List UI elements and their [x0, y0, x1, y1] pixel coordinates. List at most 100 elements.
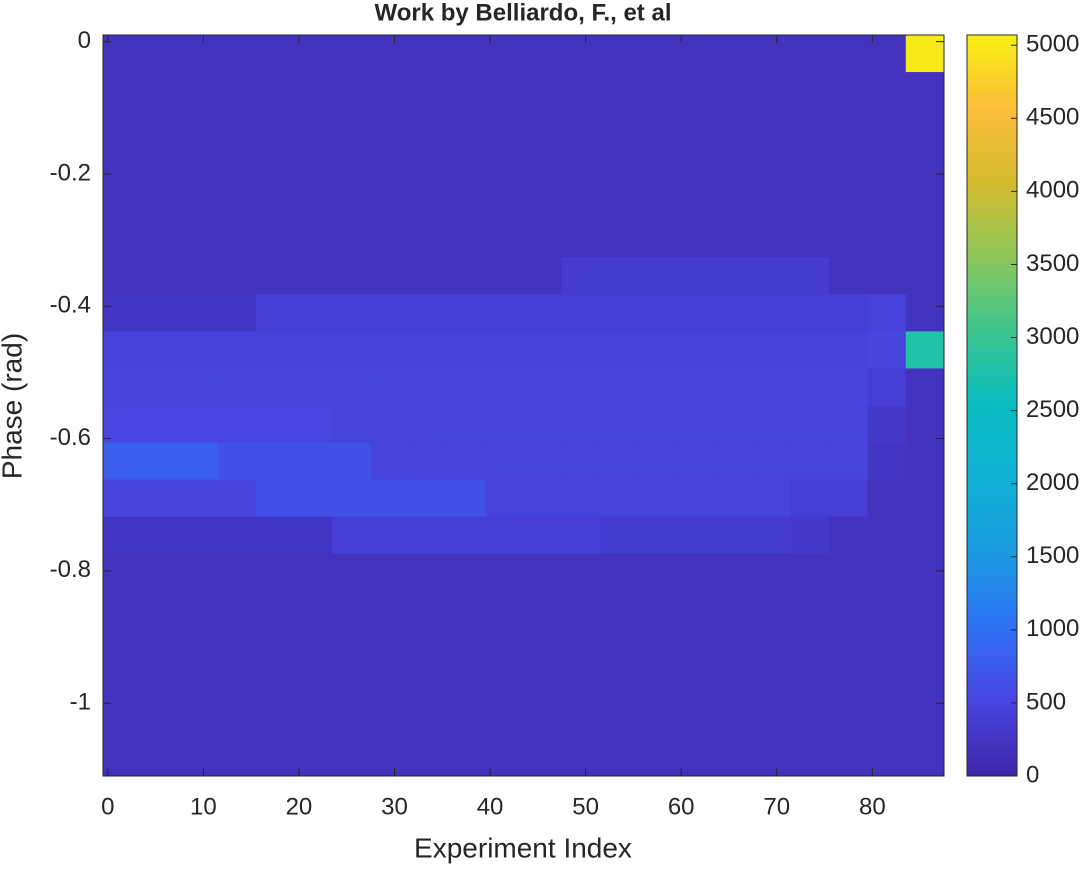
heatmap-cell [141, 35, 180, 73]
heatmap-cell [599, 331, 639, 369]
heatmap-cell [141, 183, 180, 221]
heatmap-cell [294, 664, 333, 703]
heatmap-cell [523, 368, 563, 406]
heatmap-cell [179, 405, 219, 444]
heatmap-cell [867, 516, 907, 555]
heatmap-cell [485, 220, 524, 258]
heatmap-cell [714, 738, 754, 777]
heatmap-cell [370, 294, 410, 332]
heatmap-cell [332, 257, 372, 295]
x-tick-label: 30 [381, 793, 408, 820]
heatmap-cell [447, 405, 486, 444]
heatmap-cell [867, 664, 907, 703]
heatmap-cell [599, 368, 639, 406]
heatmap-cell [294, 183, 333, 221]
heatmap-cell [408, 479, 448, 518]
heatmap-cell [599, 442, 639, 481]
chart-title: Work by Belliardo, F., et al [375, 0, 672, 26]
heatmap-cell [179, 553, 219, 592]
colorbar-tick-label: 3500 [1026, 250, 1079, 277]
heatmap-cell [294, 442, 333, 481]
heatmap-cell [561, 442, 601, 481]
heatmap-cell [523, 183, 563, 221]
heatmap-cell [791, 183, 830, 221]
heatmap-cell [294, 590, 333, 629]
heatmap-cell [599, 294, 639, 332]
heatmap-cell [791, 294, 830, 332]
heatmap-cell [791, 109, 830, 147]
heatmap-cell [141, 220, 180, 258]
heatmap-cell [217, 553, 257, 592]
y-tick-label: -0.4 [50, 292, 91, 319]
heatmap-cell [370, 146, 410, 184]
heatmap-cell [485, 405, 524, 444]
heatmap-cell [294, 72, 333, 110]
heatmap-cell [332, 368, 372, 406]
x-axis-label: Experiment Index [414, 832, 632, 863]
heatmap-cell [791, 479, 830, 518]
heatmap-cell [523, 701, 563, 740]
heatmap-cell [676, 35, 716, 73]
heatmap-cell [561, 516, 601, 555]
heatmap-cell [523, 516, 563, 555]
heatmap-cell [103, 590, 142, 629]
heatmap-cell [867, 442, 907, 481]
heatmap-cell [485, 72, 524, 110]
heatmap-cell [676, 738, 716, 777]
heatmap-cell [447, 257, 486, 295]
heatmap-cell [103, 183, 142, 221]
heatmap-cell [447, 183, 486, 221]
x-tick-label: 40 [477, 793, 504, 820]
heatmap-cell [752, 35, 792, 73]
heatmap-cell [103, 627, 142, 666]
heatmap-cell [255, 220, 295, 258]
heatmap-cell [294, 220, 333, 258]
heatmap-cell [561, 72, 601, 110]
heatmap-cell [561, 109, 601, 147]
x-tick-label: 20 [286, 793, 313, 820]
heatmap-cell [905, 257, 945, 295]
heatmap-cell [485, 516, 524, 555]
heatmap-cell [752, 479, 792, 518]
heatmap-cell [408, 146, 448, 184]
heatmap-cell [141, 627, 180, 666]
heatmap-cell [255, 146, 295, 184]
heatmap-cell [791, 35, 830, 73]
heatmap-cell [523, 294, 563, 332]
heatmap-cell [561, 701, 601, 740]
heatmap-cell [408, 331, 448, 369]
heatmap-cell [294, 368, 333, 406]
heatmap-cell [599, 146, 639, 184]
heatmap-cell [523, 738, 563, 777]
heatmap-cell [561, 479, 601, 518]
heatmap-cell [408, 405, 448, 444]
heatmap-cell [752, 442, 792, 481]
heatmap-cell [332, 183, 372, 221]
heatmap-cell [523, 220, 563, 258]
y-tick-label: -1 [70, 689, 91, 716]
heatmap-cell [676, 516, 716, 555]
heatmap-cell [179, 442, 219, 481]
heatmap-cell [294, 553, 333, 592]
heatmap-cell [179, 701, 219, 740]
heatmap-cell [561, 35, 601, 73]
heatmap-cell [752, 516, 792, 555]
heatmap-cell [829, 368, 869, 406]
heatmap-cell [638, 183, 677, 221]
heatmap-cell [179, 220, 219, 258]
heatmap-cell [370, 220, 410, 258]
heatmap-cell [714, 701, 754, 740]
heatmap-cell [255, 294, 295, 332]
heatmap-cell [676, 183, 716, 221]
heatmap-cell [905, 442, 945, 481]
heatmap-cell [217, 479, 257, 518]
heatmap-cell [485, 183, 524, 221]
heatmap-cell [638, 109, 677, 147]
heatmap-cell [217, 701, 257, 740]
heatmap-cell [332, 664, 372, 703]
heatmap-cell [752, 701, 792, 740]
heatmap-cell [791, 590, 830, 629]
heatmap-cell [867, 35, 907, 73]
heatmap-cell [485, 368, 524, 406]
heatmap-cell [638, 590, 677, 629]
